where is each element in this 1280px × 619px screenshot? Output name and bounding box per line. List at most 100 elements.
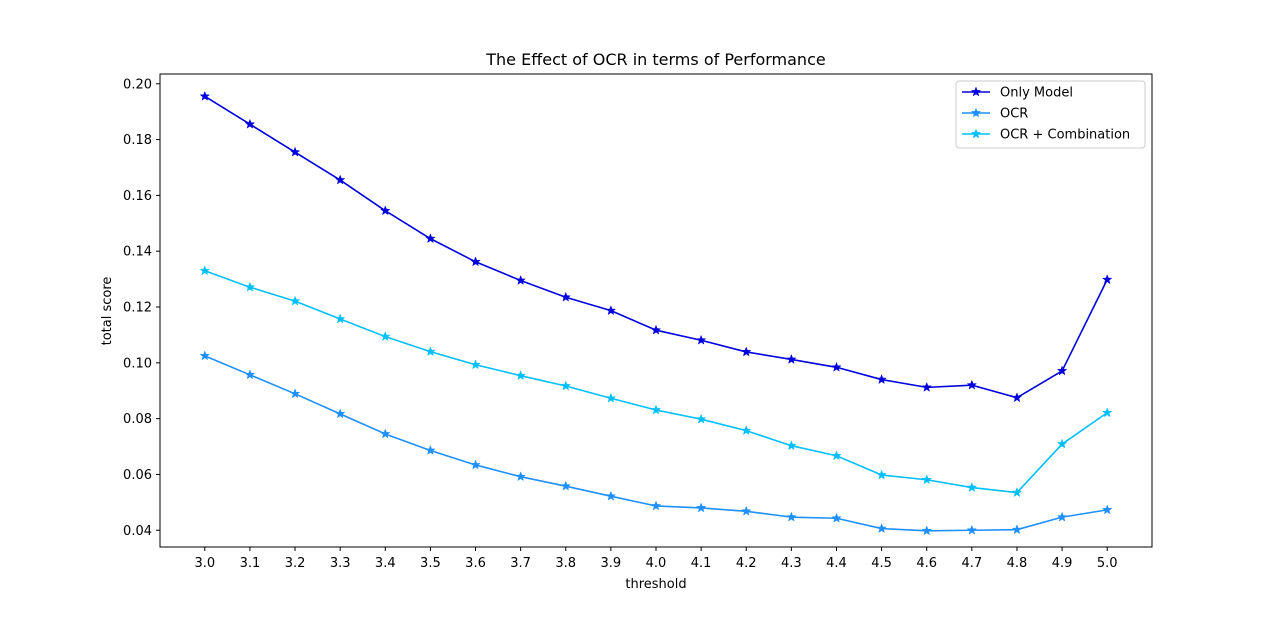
data-point	[831, 361, 842, 372]
y-axis-label: total score	[100, 277, 115, 346]
x-tick-label: 4.3	[781, 556, 802, 571]
x-tick-label: 3.6	[465, 556, 486, 571]
data-point	[876, 374, 887, 385]
legend-box	[955, 80, 1146, 149]
legend-marker	[970, 128, 982, 139]
data-point	[1101, 504, 1113, 515]
x-tick-label: 3.3	[330, 556, 351, 571]
data-point	[515, 274, 526, 285]
data-point	[1011, 487, 1023, 498]
data-point	[380, 331, 391, 342]
series-1	[199, 350, 1113, 536]
data-point	[831, 512, 842, 523]
x-tick-label: 4.2	[736, 556, 757, 571]
data-point	[425, 444, 436, 455]
data-point	[876, 523, 887, 534]
data-point	[1101, 407, 1113, 418]
data-point	[605, 305, 617, 316]
data-point	[740, 505, 752, 516]
y-tick-label: 0.12	[123, 301, 152, 316]
x-tick-label: 4.9	[1052, 556, 1073, 571]
y-tick-label: 0.14	[123, 245, 152, 260]
data-point	[199, 265, 211, 276]
legend-label: OCR	[1000, 107, 1028, 122]
y-axis: 0.04 0.06 0.08 0.10 0.12 0.14 0.16 0.18 0.20	[123, 77, 160, 539]
data-point	[921, 381, 932, 392]
data-point	[831, 450, 842, 461]
data-point	[966, 482, 978, 493]
data-point	[289, 146, 301, 157]
data-point	[334, 174, 346, 185]
data-point	[786, 511, 797, 522]
data-point	[199, 90, 211, 101]
x-tick-label: 4.4	[826, 556, 847, 571]
data-point	[1056, 438, 1068, 449]
y-tick-label: 0.10	[123, 356, 152, 371]
data-point	[786, 440, 797, 451]
y-tick-label: 0.08	[123, 412, 152, 427]
data-point	[425, 346, 436, 357]
x-tick-label: 3.8	[555, 556, 576, 571]
data-point	[334, 408, 346, 419]
data-point	[740, 346, 752, 357]
data-point	[199, 350, 211, 361]
data-point	[876, 469, 887, 480]
data-point	[425, 233, 436, 244]
data-point	[695, 334, 707, 345]
data-point	[380, 205, 391, 216]
data-point	[515, 370, 526, 381]
data-point	[1056, 365, 1068, 376]
data-point	[650, 404, 662, 415]
y-tick-label: 0.18	[123, 133, 152, 148]
data-point	[380, 428, 391, 439]
series-0	[199, 90, 1113, 403]
data-point	[244, 281, 256, 292]
data-point	[1101, 274, 1113, 285]
data-point	[289, 295, 301, 306]
plot-area	[199, 90, 1113, 536]
data-point	[289, 388, 301, 399]
x-tick-label: 4.6	[916, 556, 937, 571]
x-axis: 3.0 3.1 3.2 3.3 3.4 3.5 3.6 3.7 3.8 3.9 4.0 4.1 4.2 4…	[194, 547, 1118, 571]
data-point	[244, 118, 256, 129]
data-point	[470, 459, 481, 470]
x-tick-label: 5.0	[1097, 556, 1118, 571]
data-point	[921, 525, 932, 536]
data-point	[515, 471, 526, 482]
x-tick-label: 4.0	[646, 556, 667, 571]
data-point	[1011, 392, 1023, 403]
data-point	[695, 413, 707, 424]
y-tick-label: 0.06	[123, 468, 152, 483]
legend-marker	[970, 107, 982, 118]
x-tick-label: 3.5	[420, 556, 441, 571]
legend-marker	[970, 86, 982, 97]
data-point	[966, 524, 978, 535]
legend: Only Model OCR OCR + Combination	[955, 80, 1146, 149]
data-point	[605, 392, 617, 403]
data-point	[560, 291, 572, 302]
x-tick-label: 3.9	[601, 556, 622, 571]
data-point	[605, 490, 617, 501]
data-point	[966, 379, 978, 390]
data-point	[650, 500, 662, 511]
data-point	[695, 502, 707, 513]
data-point	[470, 256, 481, 267]
x-tick-label: 3.0	[194, 556, 215, 571]
y-tick-label: 0.04	[123, 524, 152, 539]
data-point	[244, 369, 256, 380]
x-axis-label: threshold	[625, 577, 686, 592]
x-tick-label: 3.4	[375, 556, 396, 571]
y-tick-label: 0.20	[123, 77, 152, 92]
legend-label: OCR + Combination	[1000, 128, 1130, 143]
x-tick-label: 3.7	[510, 556, 531, 571]
legend-item: OCR + Combination	[962, 128, 1130, 143]
x-tick-label: 3.2	[285, 556, 306, 571]
data-point	[740, 425, 752, 436]
legend-item: OCR	[962, 107, 1028, 122]
data-point	[560, 480, 572, 491]
x-tick-label: 4.5	[871, 556, 892, 571]
data-point	[560, 380, 572, 391]
data-point	[650, 324, 662, 335]
